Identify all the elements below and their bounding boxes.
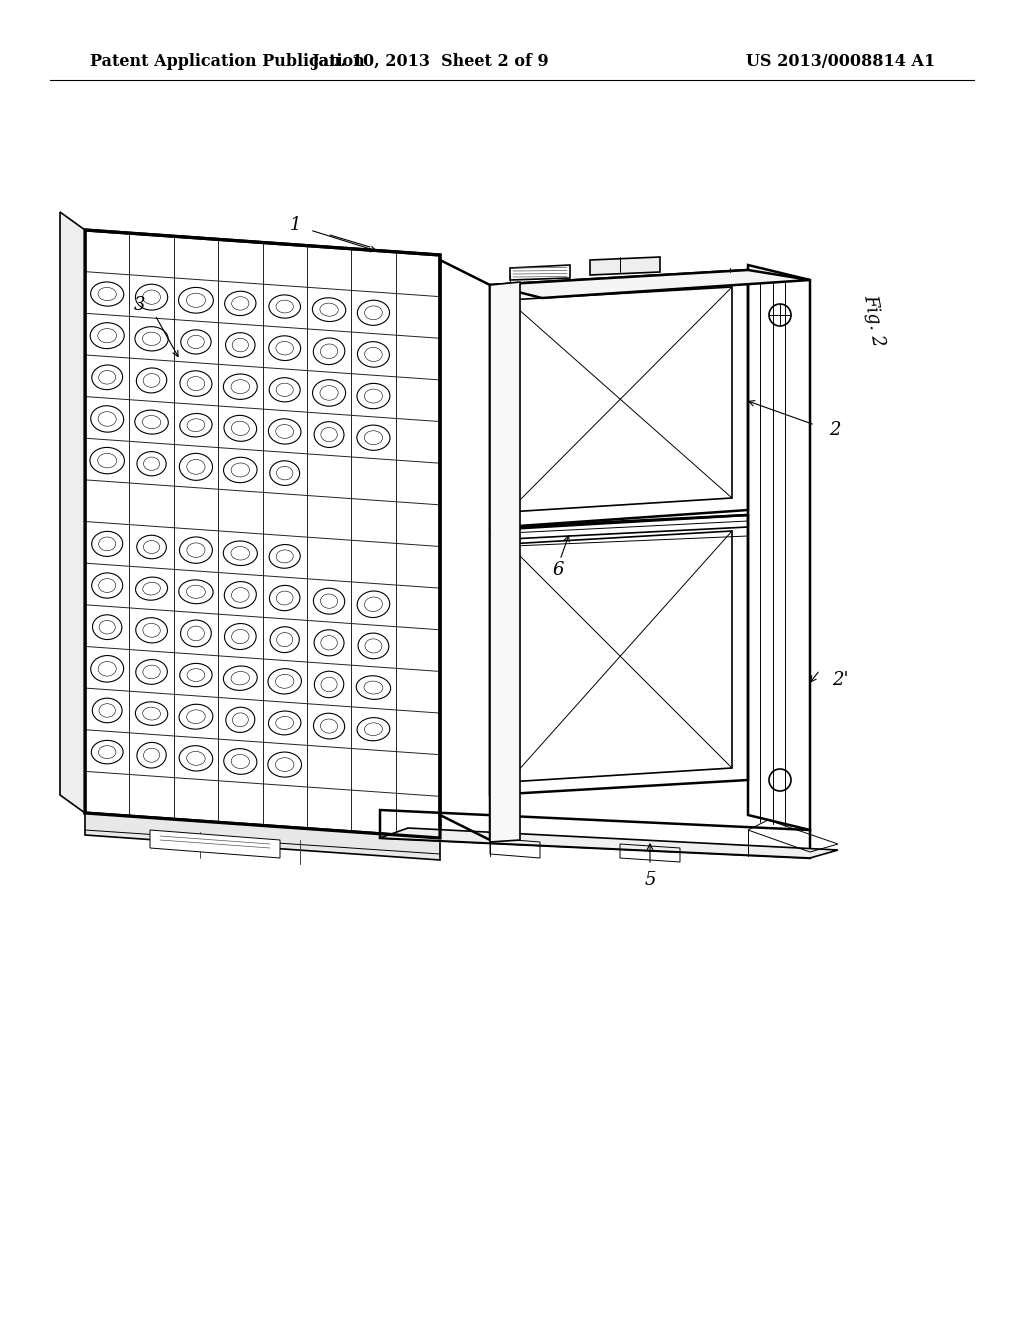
Polygon shape xyxy=(490,271,810,298)
Polygon shape xyxy=(590,257,660,275)
Text: Jan. 10, 2013  Sheet 2 of 9: Jan. 10, 2013 Sheet 2 of 9 xyxy=(311,54,549,70)
Text: Patent Application Publication: Patent Application Publication xyxy=(90,54,365,70)
Polygon shape xyxy=(85,230,440,838)
Polygon shape xyxy=(490,282,520,842)
Text: 6: 6 xyxy=(552,561,564,579)
Text: 3: 3 xyxy=(134,296,145,314)
Text: 2: 2 xyxy=(829,421,841,440)
Text: US 2013/0008814 A1: US 2013/0008814 A1 xyxy=(745,54,935,70)
Polygon shape xyxy=(150,830,280,858)
Text: Fig. 2: Fig. 2 xyxy=(860,293,887,347)
Polygon shape xyxy=(85,813,440,861)
Text: 2': 2' xyxy=(831,671,848,689)
Polygon shape xyxy=(380,828,838,858)
Text: 1: 1 xyxy=(289,216,301,234)
Polygon shape xyxy=(60,213,85,813)
Text: 5: 5 xyxy=(644,871,655,888)
